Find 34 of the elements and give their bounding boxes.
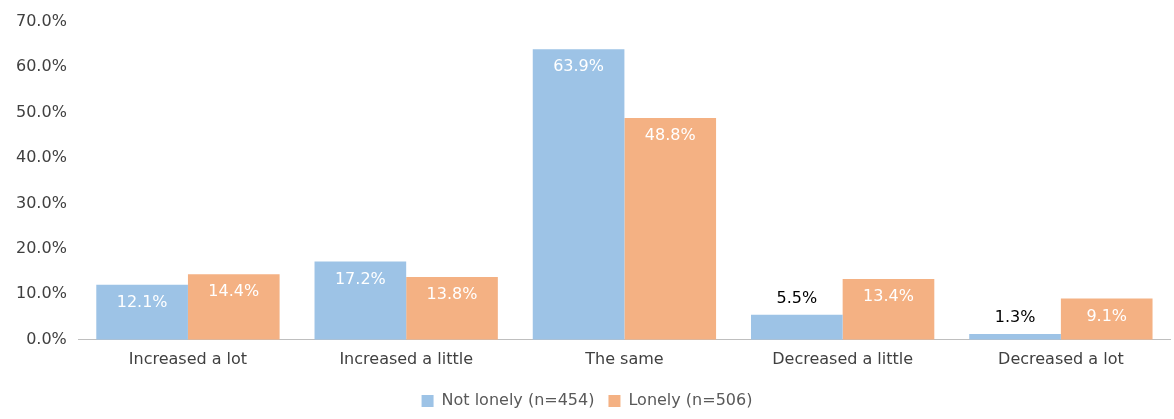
bar bbox=[624, 117, 717, 340]
y-tick-label: 60.0% bbox=[16, 56, 67, 76]
y-tick-label: 50.0% bbox=[16, 101, 67, 121]
bar bbox=[406, 277, 498, 340]
bar bbox=[96, 284, 188, 340]
x-tick-label: The same bbox=[584, 348, 664, 368]
y-tick-label: 70.0% bbox=[16, 10, 67, 30]
x-tick-label: Decreased a lot bbox=[998, 348, 1124, 368]
bar bbox=[314, 261, 407, 340]
y-tick-label: 10.0% bbox=[16, 283, 67, 303]
data-label: 1.3% bbox=[994, 307, 1036, 327]
bar bbox=[187, 274, 280, 340]
data-label: 63.9% bbox=[553, 56, 604, 76]
data-label: 48.8% bbox=[644, 125, 696, 145]
x-tick-label: Increased a lot bbox=[128, 348, 248, 368]
y-tick-label: 40.0% bbox=[16, 147, 67, 167]
bar bbox=[842, 278, 935, 340]
y-tick-label: 0.0% bbox=[26, 328, 67, 348]
x-tick-label: Decreased a little bbox=[772, 348, 914, 368]
data-label: 13.8% bbox=[426, 284, 478, 304]
data-label: 9.1% bbox=[1086, 305, 1128, 325]
bar bbox=[750, 314, 843, 340]
legend-label: Not lonely (n=454) bbox=[441, 390, 595, 410]
data-label: 5.5% bbox=[776, 287, 818, 307]
data-label: 12.1% bbox=[116, 291, 168, 311]
data-label: 17.2% bbox=[334, 268, 386, 288]
data-label: 13.4% bbox=[863, 286, 914, 306]
x-tick-label: Increased a little bbox=[339, 348, 473, 368]
bar bbox=[532, 49, 625, 340]
data-label: 14.4% bbox=[208, 281, 260, 301]
y-tick-label: 30.0% bbox=[16, 192, 67, 212]
y-tick-label: 20.0% bbox=[16, 238, 67, 258]
bar bbox=[1060, 298, 1153, 340]
legend-label: Lonely (n=506) bbox=[628, 390, 753, 410]
